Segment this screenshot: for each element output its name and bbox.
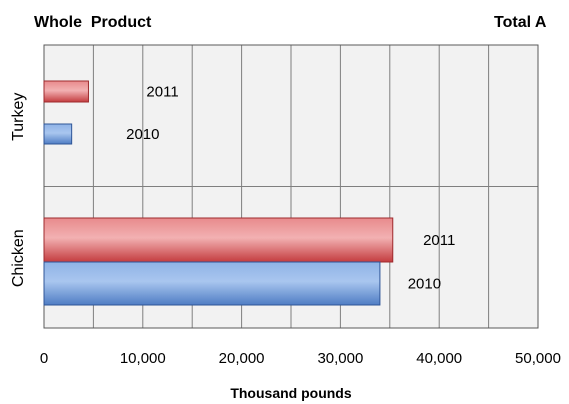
bar-chicken-2010: [43, 261, 381, 306]
chart-title-right: Total A: [494, 14, 547, 31]
data-labels: 2011 2010 2011 2010: [126, 84, 455, 293]
data-label: 2011: [146, 84, 178, 101]
data-label: 2010: [408, 276, 441, 293]
category-label-chicken: Chicken: [10, 229, 27, 287]
x-tick-label: 50,000: [515, 350, 561, 367]
bar-turkey-2010: [43, 123, 73, 145]
x-ticks: 0 10,000 20,000 30,000 40,000 50,000: [40, 350, 561, 367]
bar-chicken-2011: [43, 217, 394, 263]
data-label: 2010: [126, 126, 159, 143]
plot-border: [43, 44, 539, 329]
chart-title-left: Whole Product: [34, 14, 152, 31]
data-label: 2011: [423, 232, 455, 249]
x-tick-label: 0: [40, 350, 48, 367]
category-label-turkey: Turkey: [10, 93, 27, 141]
x-axis-label: Thousand pounds: [230, 385, 352, 401]
x-tick-label: 30,000: [317, 350, 363, 367]
x-tick-label: 20,000: [219, 350, 265, 367]
x-tick-label: 10,000: [120, 350, 166, 367]
bar-turkey-2011: [43, 80, 89, 103]
category-labels: Turkey Chicken: [10, 93, 27, 288]
bars: [43, 80, 394, 306]
x-tick-label: 40,000: [416, 350, 462, 367]
